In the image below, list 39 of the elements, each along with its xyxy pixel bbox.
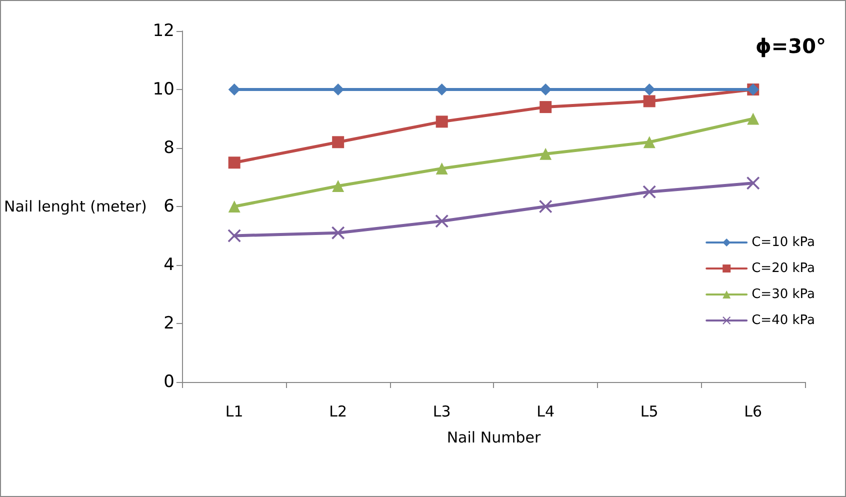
point bbox=[332, 136, 344, 148]
y-tick-label: 4 bbox=[164, 255, 174, 275]
point bbox=[228, 200, 240, 212]
point bbox=[642, 185, 656, 198]
point bbox=[747, 112, 760, 125]
point bbox=[436, 84, 448, 96]
y-tick-label: 0 bbox=[164, 372, 174, 392]
point bbox=[228, 156, 240, 169]
x-tick-label: L1 bbox=[225, 402, 244, 420]
point bbox=[332, 180, 344, 192]
point bbox=[540, 148, 552, 160]
legend-label: C=10 kPa bbox=[752, 235, 816, 250]
y-tick-label: 2 bbox=[164, 314, 174, 334]
point bbox=[643, 95, 656, 108]
x-tick-label: L4 bbox=[536, 402, 555, 420]
y-tick-label: 10 bbox=[152, 80, 174, 100]
point bbox=[643, 136, 656, 148]
legend-label: C=20 kPa bbox=[752, 261, 816, 276]
x-tick-label: L5 bbox=[640, 402, 658, 420]
x-tick-label: L6 bbox=[744, 402, 762, 420]
point bbox=[540, 101, 552, 114]
chart-title: ϕ=30° bbox=[755, 34, 826, 58]
legend-label: C=30 kPa bbox=[752, 287, 816, 302]
point bbox=[228, 229, 241, 242]
legend-label: C=40 kPa bbox=[752, 313, 816, 328]
y-axis-title: Nail lenght (meter) bbox=[4, 198, 147, 216]
point bbox=[539, 200, 552, 213]
point bbox=[746, 176, 760, 190]
y-tick-label: 12 bbox=[152, 21, 174, 41]
y-tick-label: 8 bbox=[164, 138, 174, 158]
x-tick-label: L2 bbox=[329, 402, 348, 420]
point bbox=[436, 116, 448, 128]
point bbox=[332, 226, 345, 240]
x-tick-label: L3 bbox=[432, 402, 451, 420]
y-tick-label: 6 bbox=[164, 196, 174, 216]
point bbox=[436, 162, 448, 174]
x-axis-title: Nail Number bbox=[446, 428, 542, 446]
point bbox=[228, 84, 240, 96]
point bbox=[435, 214, 448, 228]
